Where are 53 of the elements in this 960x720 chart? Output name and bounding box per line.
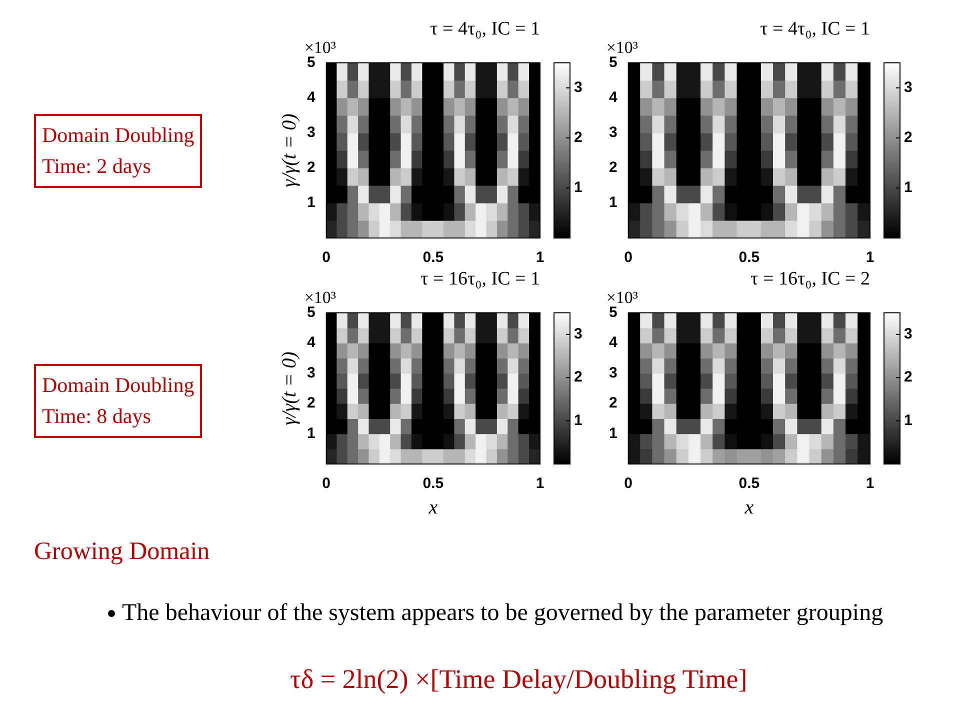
color-bar-label: 3	[574, 78, 582, 96]
chart-title: τ = 4τ₀, IC = 1	[430, 18, 540, 40]
x-tick-label: 0	[624, 475, 633, 492]
y-axis-title: γ/γ(t = 0)	[278, 351, 300, 426]
text: Domain Doubling Time: 8 days	[34, 364, 202, 438]
color-bar-label: 2	[574, 129, 582, 146]
x-tick-label: 0.5	[422, 475, 444, 492]
x-tick-label: 1	[866, 475, 874, 492]
text: τδ = 2ln(2) ×[Time Delay/Doubling Time]	[290, 664, 748, 695]
y-tick-label: 1	[307, 424, 316, 442]
y-tick-label: 4	[609, 334, 618, 352]
x-tick-label: 0.5	[738, 475, 760, 492]
color-bar-label: 2	[904, 129, 912, 146]
color-bar-label: 1	[904, 179, 912, 196]
x-tick-label: 0.5	[422, 249, 444, 266]
y-tick-label: 4	[307, 88, 316, 106]
color-bar-label: 3	[904, 326, 912, 343]
chart-title: τ = 16τ₀, IC = 2	[750, 268, 870, 290]
color-bar-label: 2	[904, 368, 912, 386]
color-bar-label: 3	[904, 78, 912, 96]
y-tick-label: 3	[307, 124, 316, 142]
x-tick-label: 1	[536, 475, 544, 492]
x-tick-label: 0	[322, 249, 331, 266]
color-bar-label: 2	[574, 368, 582, 386]
text: Domain Doubling Time: 2 days	[34, 114, 202, 188]
y-axis-title: γ/γ(t = 0)	[278, 113, 300, 188]
chart-title: τ = 16τ₀, IC = 1	[420, 268, 540, 290]
y-tick-label: 1	[609, 194, 618, 212]
y-tick-label: 3	[609, 124, 618, 142]
color-bar-label: 1	[574, 412, 582, 429]
color-bar-label: 1	[574, 179, 582, 196]
x-axis-title: x	[744, 496, 754, 518]
y-tick-label: 2	[307, 394, 316, 412]
color-bar-label: 3	[574, 326, 582, 343]
x-tick-label: 0.5	[738, 249, 760, 266]
x-tick-label: 0	[624, 249, 633, 266]
y-tick-label: 1	[307, 194, 316, 212]
x-tick-label: 0	[322, 475, 331, 492]
x-axis-title: x	[428, 496, 438, 518]
y-tick-label: 3	[307, 364, 316, 382]
y-tick-label: 2	[307, 159, 316, 176]
color-bar-label: 1	[904, 412, 912, 429]
text: The behaviour of the system appears to be governed by the parameter grouping	[122, 599, 884, 628]
x-tick-label: 1	[866, 249, 874, 266]
y-tick-label: 2	[609, 159, 618, 176]
text: Growing Domain	[34, 538, 210, 566]
x-tick-label: 1	[536, 249, 544, 266]
y-tick-label: 2	[609, 394, 618, 412]
y-tick-label: 4	[609, 88, 618, 106]
chart-title: τ = 4τ₀, IC = 1	[760, 18, 870, 40]
y-tick-label: 3	[609, 364, 618, 382]
y-tick-label: 4	[307, 334, 316, 352]
y-tick-label: 1	[609, 424, 618, 442]
